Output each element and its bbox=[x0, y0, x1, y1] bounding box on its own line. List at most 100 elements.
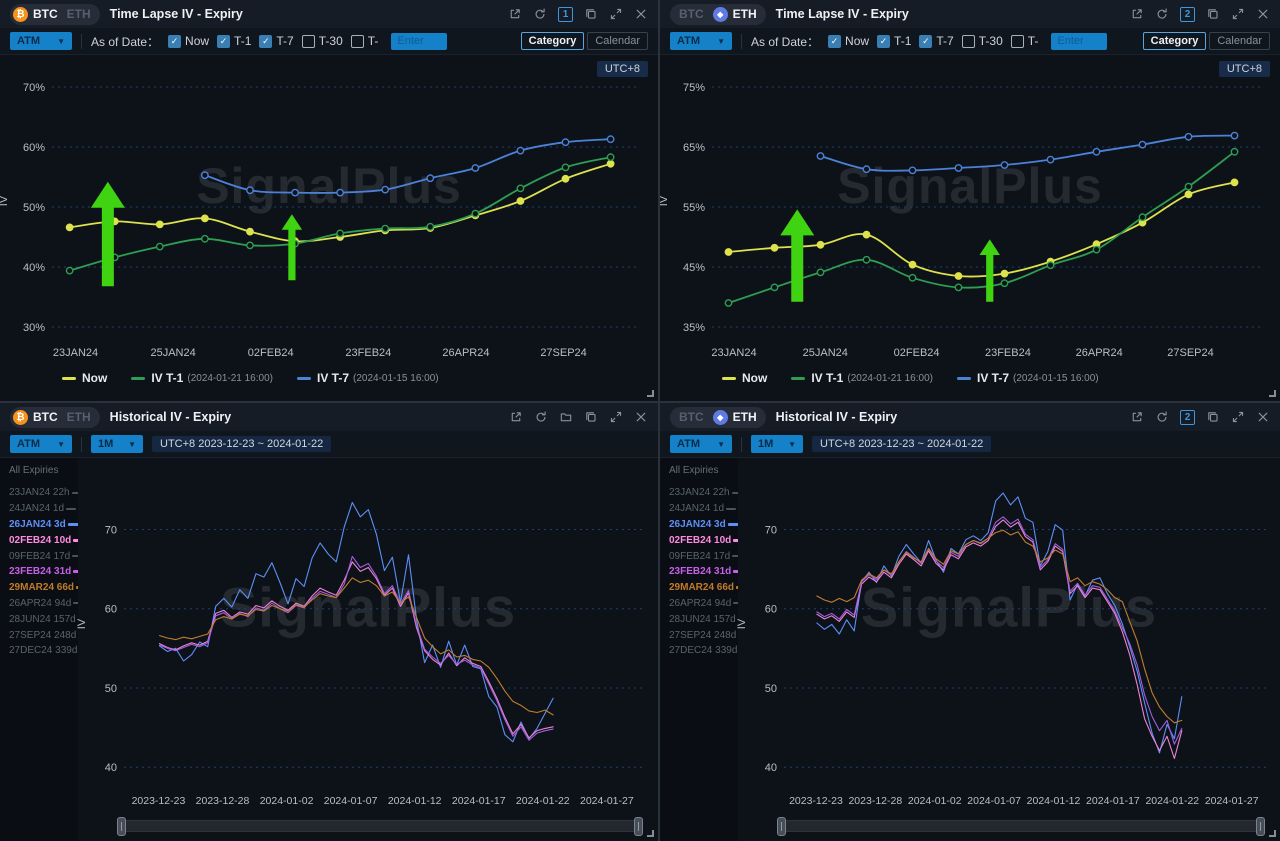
checkbox-t-7[interactable]: ✓ T-7 bbox=[259, 34, 294, 48]
asset-btc[interactable]: ₿ BTC bbox=[13, 409, 58, 425]
refresh-icon[interactable] bbox=[534, 410, 548, 424]
asset-eth[interactable]: ETH bbox=[66, 410, 91, 424]
instrument-select[interactable]: ATM ▼ bbox=[670, 435, 732, 453]
external-link-icon[interactable] bbox=[1130, 7, 1144, 21]
category-view-button[interactable]: Category bbox=[520, 32, 585, 50]
checkbox-box[interactable] bbox=[1010, 34, 1024, 48]
legend-item[interactable]: IV T-7 (2024-01-15 16:00) bbox=[956, 371, 1099, 385]
expiry-item[interactable]: 28JUN24 157d bbox=[9, 611, 78, 627]
legend-item[interactable]: IV T-1 (2024-01-21 16:00) bbox=[791, 371, 933, 385]
timelapse-chart-eth[interactable]: SignalPlus UTC+8 IV 35% 45% 55% 65% 75% 23JAN… bbox=[660, 55, 1280, 367]
historical-chart-eth[interactable]: SignalPlus IV 40 50 60 70 2023-12-23 2023-12-… bbox=[736, 458, 1280, 813]
slider-handle-left[interactable] bbox=[117, 817, 126, 836]
date-range[interactable]: UTC+8 2023-12-23 ~ 2024-01-22 bbox=[152, 436, 332, 452]
slider-handle-left[interactable] bbox=[777, 817, 786, 836]
checkbox-box[interactable] bbox=[301, 34, 315, 48]
expiry-item[interactable]: 09FEB24 17d bbox=[9, 548, 78, 564]
date-range[interactable]: UTC+8 2023-12-23 ~ 2024-01-22 bbox=[812, 436, 992, 452]
expiry-item[interactable]: 29MAR24 66d bbox=[9, 580, 78, 596]
expiry-item[interactable]: 23FEB24 31d bbox=[9, 564, 78, 580]
window-number-badge[interactable]: 2 bbox=[1180, 6, 1195, 22]
asset-eth[interactable]: ETH bbox=[66, 7, 91, 21]
external-link-icon[interactable] bbox=[509, 410, 523, 424]
expiry-item[interactable]: 26APR24 94d bbox=[9, 596, 78, 612]
duplicate-icon[interactable] bbox=[584, 7, 598, 21]
resize-handle[interactable] bbox=[1269, 390, 1276, 397]
duplicate-icon[interactable] bbox=[584, 410, 598, 424]
duplicate-icon[interactable] bbox=[1206, 410, 1220, 424]
legend-item[interactable]: IV T-1 (2024-01-21 16:00) bbox=[131, 371, 273, 385]
slider-track[interactable] bbox=[117, 817, 643, 836]
slider-handle-right[interactable] bbox=[1256, 817, 1265, 836]
close-icon[interactable] bbox=[634, 410, 648, 424]
window-number-badge[interactable]: 2 bbox=[1180, 409, 1195, 425]
asset-btc[interactable]: ₿ BTC bbox=[13, 6, 58, 22]
expiry-item[interactable]: 02FEB24 10d bbox=[9, 532, 78, 548]
expiry-item[interactable]: 02FEB24 10d bbox=[669, 532, 738, 548]
asset-eth[interactable]: ◆ ETH bbox=[712, 6, 757, 22]
asset-eth[interactable]: ◆ ETH bbox=[712, 409, 757, 425]
custom-date-input[interactable] bbox=[1051, 32, 1108, 50]
close-icon[interactable] bbox=[1256, 7, 1270, 21]
external-link-icon[interactable] bbox=[1130, 410, 1144, 424]
external-link-icon[interactable] bbox=[508, 7, 522, 21]
calendar-view-button[interactable]: Calendar bbox=[1209, 32, 1270, 50]
checkbox-box[interactable]: ✓ bbox=[828, 34, 842, 48]
period-select[interactable]: 1M ▼ bbox=[751, 435, 803, 453]
expiry-item[interactable]: 23JAN24 22h bbox=[9, 485, 78, 501]
expand-icon[interactable] bbox=[1231, 410, 1245, 424]
expiry-item[interactable]: 26APR24 94d bbox=[669, 596, 738, 612]
slider-track[interactable] bbox=[777, 817, 1265, 836]
checkbox-now[interactable]: ✓ Now bbox=[168, 34, 209, 48]
legend-item[interactable]: Now bbox=[722, 371, 767, 385]
custom-date-input[interactable] bbox=[391, 32, 448, 50]
checkbox-box[interactable]: ✓ bbox=[877, 34, 891, 48]
checkbox-box[interactable]: ✓ bbox=[217, 34, 231, 48]
checkbox-t-30[interactable]: T-30 bbox=[961, 34, 1003, 48]
asset-btc[interactable]: BTC bbox=[679, 7, 704, 21]
refresh-icon[interactable] bbox=[533, 7, 547, 21]
expiry-item[interactable]: 28JUN24 157d bbox=[669, 611, 738, 627]
expiry-item[interactable]: 29MAR24 66d bbox=[669, 580, 738, 596]
period-select[interactable]: 1M ▼ bbox=[91, 435, 143, 453]
checkbox-box[interactable] bbox=[961, 34, 975, 48]
resize-handle[interactable] bbox=[647, 830, 654, 837]
expiry-item[interactable]: 27DEC24 339d bbox=[669, 643, 737, 659]
refresh-icon[interactable] bbox=[1155, 410, 1169, 424]
expiry-item[interactable]: 23JAN24 22h bbox=[669, 485, 738, 501]
checkbox-t-[interactable]: T- bbox=[350, 34, 378, 48]
expiry-item[interactable]: 27SEP24 248d bbox=[669, 627, 736, 643]
expiry-item[interactable]: 27DEC24 339d bbox=[9, 643, 77, 659]
refresh-icon[interactable] bbox=[1155, 7, 1169, 21]
checkbox-t-1[interactable]: ✓ T-1 bbox=[877, 34, 911, 48]
expiry-item[interactable]: 27SEP24 248d bbox=[9, 627, 76, 643]
checkbox-box[interactable] bbox=[350, 34, 364, 48]
instrument-select[interactable]: ATM ▼ bbox=[10, 435, 72, 453]
timelapse-chart-btc[interactable]: SignalPlus UTC+8 IV 30% 40% 50% 60% 70% 23JAN… bbox=[0, 55, 658, 367]
legend-item[interactable]: Now bbox=[62, 371, 107, 385]
expand-icon[interactable] bbox=[1231, 7, 1245, 21]
close-icon[interactable] bbox=[1256, 410, 1270, 424]
close-icon[interactable] bbox=[634, 7, 648, 21]
expiry-item[interactable]: 23FEB24 31d bbox=[669, 564, 738, 580]
duplicate-icon[interactable] bbox=[1206, 7, 1220, 21]
checkbox-now[interactable]: ✓ Now bbox=[828, 34, 869, 48]
checkbox-t-[interactable]: T- bbox=[1010, 34, 1038, 48]
slider-handle-right[interactable] bbox=[634, 817, 643, 836]
expiry-item[interactable]: 26JAN24 3d bbox=[669, 517, 738, 533]
instrument-select[interactable]: ATM ▼ bbox=[670, 32, 732, 50]
category-view-button[interactable]: Category bbox=[1142, 32, 1207, 50]
checkbox-box[interactable]: ✓ bbox=[168, 34, 182, 48]
expand-icon[interactable] bbox=[609, 410, 623, 424]
calendar-view-button[interactable]: Calendar bbox=[587, 32, 648, 50]
historical-chart-btc[interactable]: SignalPlus IV 40 50 60 70 2023-12-23 2023-12-… bbox=[76, 458, 658, 813]
checkbox-box[interactable]: ✓ bbox=[259, 34, 273, 48]
checkbox-t-7[interactable]: ✓ T-7 bbox=[919, 34, 954, 48]
window-number-badge[interactable]: 1 bbox=[558, 6, 573, 22]
expiry-item[interactable]: 24JAN24 1d bbox=[9, 501, 77, 517]
checkbox-t-30[interactable]: T-30 bbox=[301, 34, 343, 48]
legend-item[interactable]: IV T-7 (2024-01-15 16:00) bbox=[296, 371, 439, 385]
expand-icon[interactable] bbox=[609, 7, 623, 21]
expiry-item[interactable]: 09FEB24 17d bbox=[669, 548, 738, 564]
folder-icon[interactable] bbox=[559, 410, 573, 424]
